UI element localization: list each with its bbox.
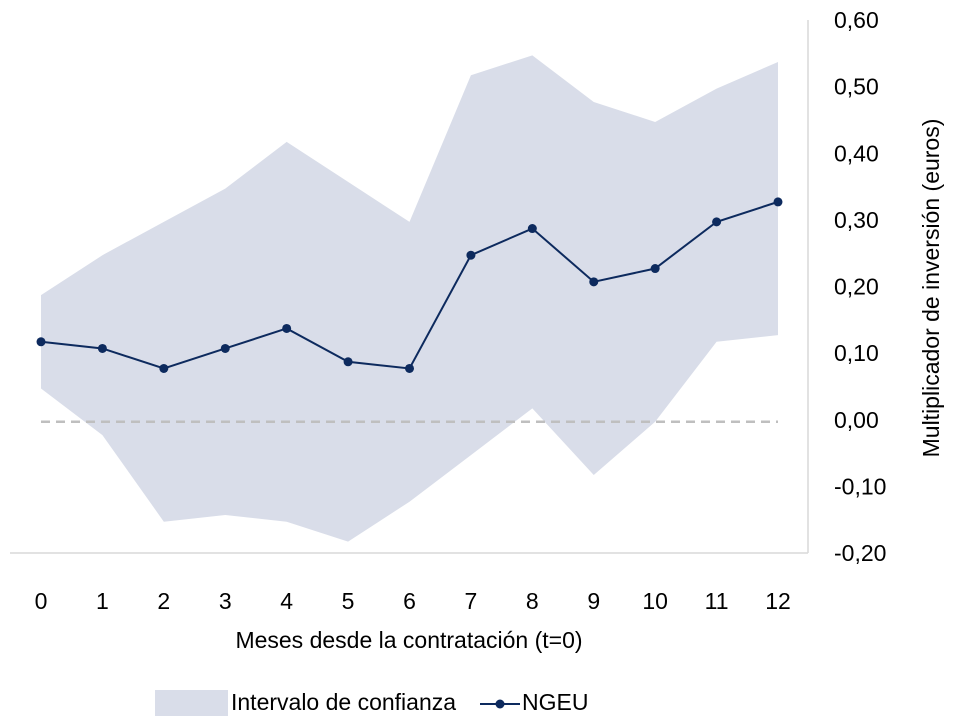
y-tick-label: 0,50 bbox=[834, 74, 879, 100]
x-tick-label: 4 bbox=[280, 588, 293, 614]
point bbox=[527, 224, 537, 234]
legend-swatch bbox=[155, 690, 228, 716]
point bbox=[773, 197, 783, 207]
x-tick-label: 12 bbox=[765, 588, 791, 614]
y-tick-label: 0,10 bbox=[834, 340, 879, 366]
point bbox=[343, 357, 353, 367]
point bbox=[466, 250, 476, 260]
legend-swatch bbox=[495, 699, 505, 709]
confidence-band bbox=[41, 55, 778, 542]
y-tick-label: 0,20 bbox=[834, 274, 879, 300]
x-tick-label: 5 bbox=[342, 588, 355, 614]
y-axis-title: Multiplicador de inversión (euros) bbox=[918, 119, 944, 458]
x-tick-label: 2 bbox=[157, 588, 170, 614]
x-tick-label: 9 bbox=[587, 588, 600, 614]
y-tick-label: -0,10 bbox=[834, 473, 886, 499]
legend-label: Intervalo de confianza bbox=[231, 689, 456, 715]
point bbox=[650, 264, 660, 274]
point bbox=[405, 363, 414, 373]
point bbox=[220, 343, 230, 353]
point bbox=[282, 323, 292, 333]
x-tick-label: 0 bbox=[35, 588, 48, 614]
x-tick-label: 6 bbox=[403, 588, 416, 614]
y-tick-label: 0,60 bbox=[834, 7, 879, 33]
y-tick-label: 0,40 bbox=[834, 140, 879, 166]
point bbox=[589, 277, 599, 287]
x-tick-label: 11 bbox=[705, 588, 729, 614]
x-tick-label: 3 bbox=[219, 588, 232, 614]
point bbox=[159, 363, 169, 373]
y-tick-label: 0,30 bbox=[834, 207, 879, 233]
point bbox=[712, 217, 722, 227]
x-tick-label: 10 bbox=[642, 588, 668, 614]
x-axis-title: Meses desde la contratación (t=0) bbox=[235, 627, 582, 653]
x-tick-label: 7 bbox=[465, 588, 478, 614]
y-tick-label: 0,00 bbox=[834, 407, 879, 433]
x-tick-label: 8 bbox=[526, 588, 539, 614]
point bbox=[97, 343, 107, 353]
x-tick-label: 1 bbox=[96, 588, 109, 614]
y-tick-label: -0,20 bbox=[834, 540, 886, 566]
legend-label: NGEU bbox=[522, 689, 588, 715]
point bbox=[36, 337, 46, 347]
